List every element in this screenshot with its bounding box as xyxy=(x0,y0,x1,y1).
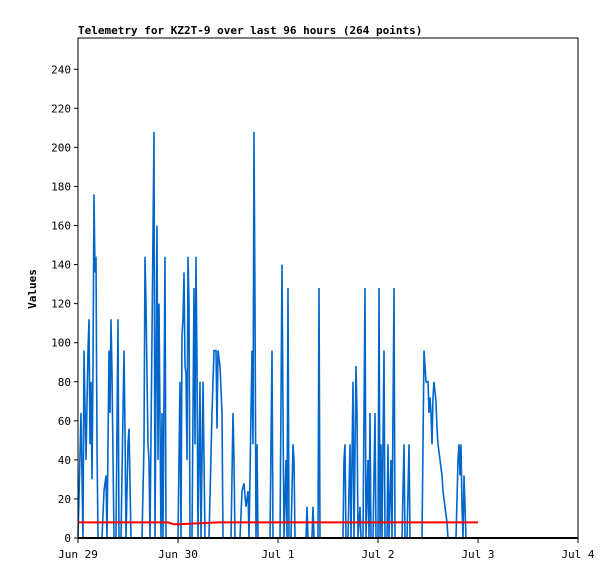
x-tick-label: Jun 30 xyxy=(158,548,198,561)
plot-frame xyxy=(77,37,579,539)
y-tick-label: 0 xyxy=(64,532,71,545)
y-tick-label: 140 xyxy=(51,259,71,272)
x-tick-label: Jul 1 xyxy=(261,548,294,561)
y-tick-label: 40 xyxy=(58,454,71,467)
x-tick-label: Jul 2 xyxy=(361,548,394,561)
x-tick-label: Jul 4 xyxy=(561,548,594,561)
y-tick-label: 20 xyxy=(58,493,71,506)
y-tick-label: 100 xyxy=(51,337,71,350)
y-tick-label: 60 xyxy=(58,415,71,428)
y-tick-label: 180 xyxy=(51,180,71,193)
y-tick-label: 160 xyxy=(51,220,71,233)
y-axis-label: Values xyxy=(26,269,39,309)
y-tick-label: 80 xyxy=(58,376,71,389)
y-tick-label: 240 xyxy=(51,63,71,76)
series-line-2 xyxy=(78,521,478,526)
y-tick-label: 200 xyxy=(51,141,71,154)
x-tick-label: Jun 29 xyxy=(58,548,98,561)
y-tick-label: 120 xyxy=(51,298,71,311)
chart-title: Telemetry for KZ2T-9 over last 96 hours … xyxy=(78,24,422,37)
y-tick-label: 220 xyxy=(51,102,71,115)
x-tick-label: Jul 3 xyxy=(461,548,494,561)
